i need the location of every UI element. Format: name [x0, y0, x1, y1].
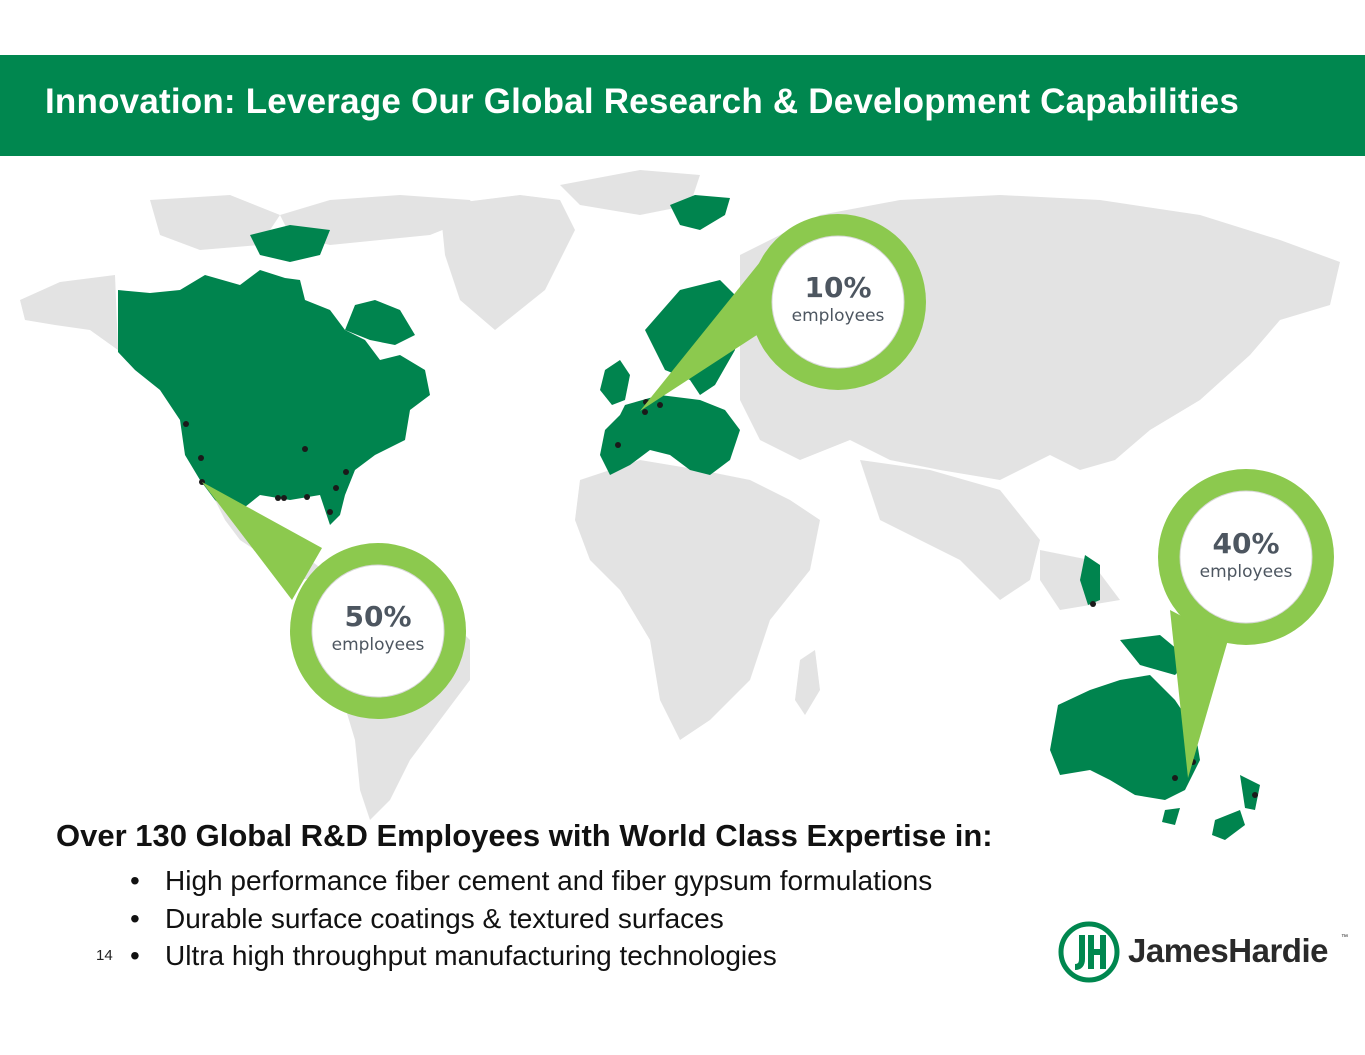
bullet-item: Durable surface coatings & textured surf… — [130, 900, 932, 938]
asia-pacific-label: employees — [1199, 562, 1293, 582]
north-america-pin-label: 50% employees — [318, 601, 438, 657]
asia-pacific-pin — [1158, 469, 1334, 778]
north-america-label: employees — [331, 635, 425, 655]
jh-monogram-icon — [1058, 921, 1120, 983]
bullet-item: Ultra high throughput manufacturing tech… — [130, 937, 932, 975]
world-map — [20, 170, 1340, 840]
europe-percent: 10% — [804, 271, 872, 304]
bullet-item: High performance fiber cement and fiber … — [130, 862, 932, 900]
title-bar — [0, 55, 1365, 156]
asia-pacific-percent: 40% — [1212, 527, 1280, 560]
europe-label: employees — [791, 306, 885, 326]
europe-pin — [640, 214, 926, 411]
asia-pacific-pin-label: 40% employees — [1186, 528, 1306, 584]
slide-title: Innovation: Leverage Our Global Research… — [45, 82, 1239, 121]
north-america-pin — [202, 482, 466, 719]
headline: Over 130 Global R&D Employees with World… — [56, 818, 993, 853]
bullet-list: High performance fiber cement and fiber … — [130, 862, 932, 975]
page-number: 14 — [96, 947, 113, 964]
europe-pin-label: 10% employees — [778, 272, 898, 328]
land-green — [118, 195, 1260, 840]
site-dots — [183, 399, 1258, 798]
trademark-symbol: ™ — [1341, 934, 1348, 941]
james-hardie-logo: JamesHardie ™ — [1058, 920, 1358, 984]
north-america-percent: 50% — [344, 600, 412, 633]
logo-wordmark: JamesHardie — [1128, 932, 1328, 969]
